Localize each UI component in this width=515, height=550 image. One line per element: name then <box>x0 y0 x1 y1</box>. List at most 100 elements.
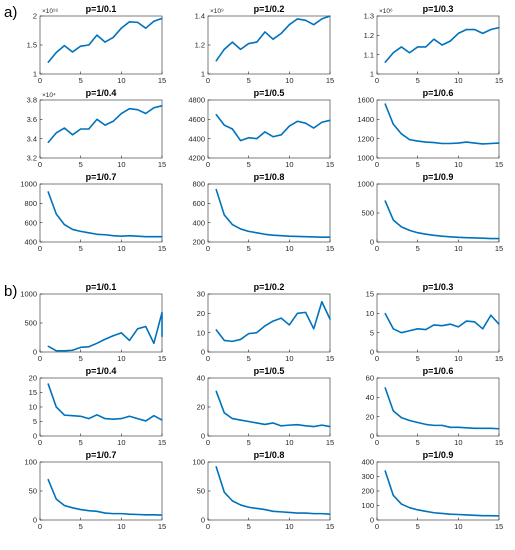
data-point <box>96 414 98 416</box>
x-tick-label: 0 <box>375 160 379 169</box>
x-tick-label: 15 <box>495 76 503 85</box>
data-point <box>120 332 122 334</box>
y-tick-label: 400 <box>192 218 205 227</box>
y-tick-label: 0 <box>370 238 374 247</box>
subplot-title: p=1/0.4 <box>86 88 117 98</box>
data-point <box>80 508 82 511</box>
data-point <box>239 228 242 230</box>
data-point <box>482 328 484 330</box>
x-tick-label: 15 <box>495 354 503 363</box>
data-point <box>417 46 419 48</box>
data-point <box>280 317 282 319</box>
x-tick-label: 5 <box>416 522 420 531</box>
data-point <box>256 232 258 234</box>
data-point <box>248 42 250 45</box>
data-point <box>482 515 484 517</box>
data-point <box>161 419 163 421</box>
data-point <box>457 236 459 238</box>
data-point <box>296 512 299 514</box>
x-tick-label: 15 <box>158 244 166 253</box>
data-point <box>441 235 443 237</box>
y-tick-label: 3.4 <box>27 134 37 143</box>
subplot-title: p=1/0.7 <box>86 450 117 460</box>
axes-box <box>376 99 500 159</box>
x-tick-label: 0 <box>38 76 42 85</box>
y-tick-label: 100 <box>192 458 205 467</box>
x-tick-label: 5 <box>247 354 251 363</box>
data-point <box>264 325 266 327</box>
data-point <box>47 61 49 64</box>
data-point <box>449 142 451 145</box>
subplot-title: p=1/0.3 <box>423 282 454 292</box>
subplot-a-5: p=1/0.5 4200 4400 4600 4800 0 5 10 15 <box>188 88 334 169</box>
y-tick-label: 1.1 <box>364 50 374 59</box>
subplot-b-7: p=1/0.7 0 50 100 0 5 10 15 <box>24 450 166 531</box>
y-tick-label: 1000 <box>357 180 374 189</box>
x-tick-label: 0 <box>38 438 42 447</box>
data-point <box>239 140 242 142</box>
data-point <box>305 236 307 238</box>
y-tick-label: 4400 <box>188 134 205 143</box>
x-tick-label: 15 <box>495 244 503 253</box>
data-point <box>441 44 443 46</box>
x-tick-label: 0 <box>38 160 42 169</box>
x-tick-label: 10 <box>454 160 462 169</box>
data-point <box>474 142 476 144</box>
data-point <box>47 141 49 144</box>
data-point <box>112 513 114 515</box>
data-point <box>231 418 233 420</box>
x-tick-label: 5 <box>247 438 251 447</box>
data-point <box>474 514 476 516</box>
data-point <box>296 424 299 426</box>
x-tick-label: 5 <box>247 76 251 85</box>
y-tick-label: 0 <box>33 432 37 441</box>
axes-box <box>39 293 163 353</box>
data-point <box>223 339 225 341</box>
data-point <box>223 48 225 50</box>
x-tick-label: 10 <box>285 354 293 363</box>
data-point <box>112 36 114 39</box>
x-tick-label: 0 <box>38 522 42 531</box>
axes-box <box>207 99 331 159</box>
x-tick-label: 10 <box>454 522 462 531</box>
data-point <box>104 338 106 340</box>
axes-box <box>207 293 331 353</box>
data-point <box>457 426 459 428</box>
data-point <box>384 61 386 64</box>
axes-box <box>207 183 331 243</box>
data-point <box>408 419 411 422</box>
data-point <box>425 328 427 331</box>
y-tick-label: 40 <box>197 374 205 383</box>
axes-box <box>207 377 331 437</box>
data-point <box>239 338 242 341</box>
x-tick-label: 0 <box>38 354 42 363</box>
data-point <box>465 237 468 239</box>
data-point <box>288 511 290 514</box>
y-tick-label: 1 <box>370 70 374 79</box>
data-point <box>55 406 57 408</box>
data-point <box>161 236 163 238</box>
data-point <box>329 15 331 17</box>
data-point <box>47 191 49 193</box>
data-point <box>215 113 217 116</box>
y-tick-label: 15 <box>29 388 37 397</box>
subplot-title: p=1/0.2 <box>254 282 285 292</box>
y-multiplier: ×10⁹ <box>210 8 224 15</box>
data-point <box>112 235 114 237</box>
x-tick-label: 5 <box>416 160 420 169</box>
y-tick-label: 400 <box>361 458 374 467</box>
y-tick-label: 0 <box>33 348 37 357</box>
series-line <box>215 390 331 428</box>
data-point <box>457 142 459 144</box>
series-line <box>384 200 499 240</box>
data-point <box>96 118 98 120</box>
data-point <box>112 418 114 420</box>
x-tick-label: 0 <box>375 354 379 363</box>
panel-label-b: b) <box>4 283 17 300</box>
axes-box <box>39 15 163 75</box>
data-point <box>313 425 315 428</box>
x-tick-label: 15 <box>326 354 334 363</box>
data-point <box>145 420 147 422</box>
x-tick-label: 15 <box>158 354 166 363</box>
data-point <box>449 513 451 515</box>
